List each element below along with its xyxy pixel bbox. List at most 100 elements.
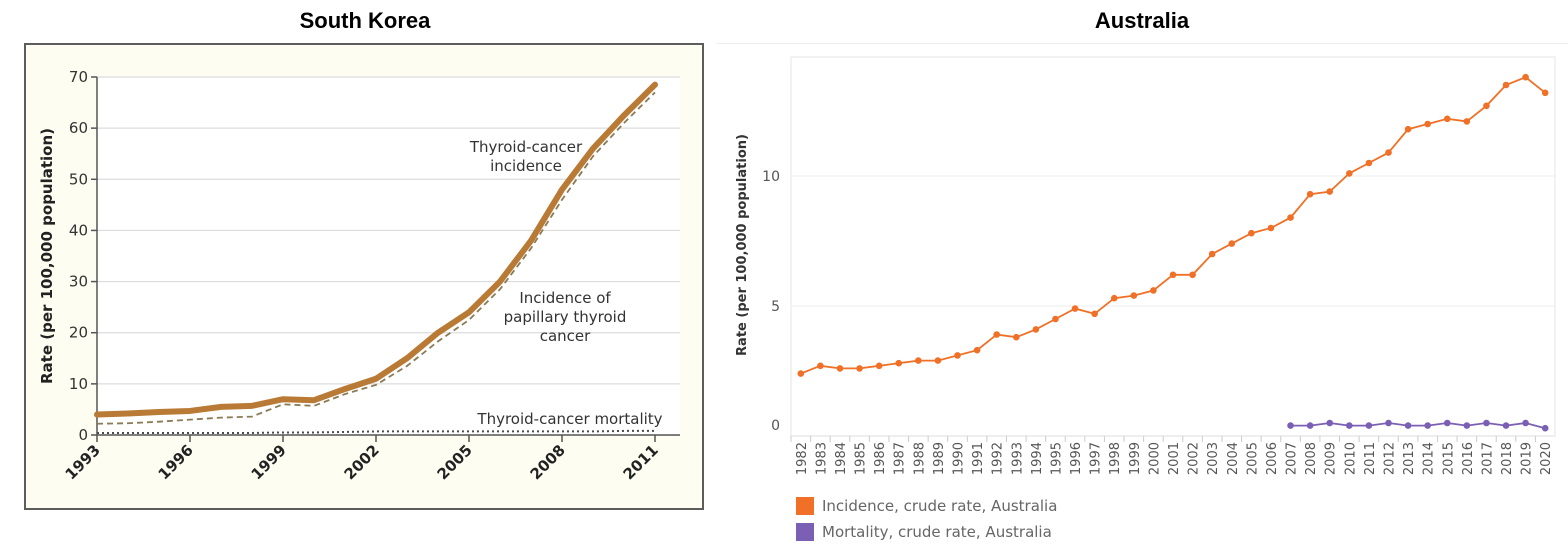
au-incidence-point <box>1189 271 1196 279</box>
sk-y-tick-label: 60 <box>69 119 88 137</box>
sk-annotation-label: Thyroid-cancer <box>469 138 583 156</box>
australia-header-divider <box>716 43 1568 44</box>
south-korea-title: South Korea <box>299 8 431 33</box>
au-y-tick-label: 0 <box>771 418 780 434</box>
sk-x-tick-label: 2011 <box>620 441 662 483</box>
au-x-tick-label: 2019 <box>1520 442 1535 475</box>
legend-label-mortality: Mortality, crude rate, Australia <box>822 523 1052 541</box>
au-incidence-point <box>973 346 981 354</box>
au-incidence-point <box>1052 315 1059 323</box>
au-mortality-point <box>1365 422 1373 429</box>
sk-x-tick-label: 1999 <box>248 441 290 483</box>
au-incidence-point <box>1346 170 1353 177</box>
legend-item-mortality[interactable]: Mortality, crude rate, Australia <box>796 523 1052 541</box>
au-x-tick-label: 2014 <box>1422 442 1437 475</box>
au-mortality-point <box>1346 422 1353 429</box>
au-mortality-point <box>1541 424 1549 432</box>
au-incidence-point <box>934 357 942 364</box>
au-x-tick-label: 2003 <box>1206 442 1221 475</box>
au-x-tick-label: 1997 <box>1089 442 1104 475</box>
sk-y-tick-label: 40 <box>69 221 88 239</box>
au-plot-area <box>790 56 1556 437</box>
au-x-tick-label: 1991 <box>971 442 986 475</box>
sk-annotation-label: cancer <box>540 327 591 345</box>
sk-x-tick-label: 1993 <box>62 441 104 483</box>
legend-swatch-incidence <box>796 497 814 515</box>
au-incidence-point <box>1071 305 1079 312</box>
sk-annotation-label: Incidence of <box>519 289 611 307</box>
au-x-tick-label: 2006 <box>1265 442 1280 475</box>
au-incidence-point <box>1032 326 1040 333</box>
au-mortality-point <box>1404 422 1412 429</box>
au-x-tick-label: 1983 <box>814 442 829 475</box>
sk-y-tick-label: 0 <box>78 426 88 444</box>
au-incidence-point <box>1287 214 1294 221</box>
au-x-tick-label: 2005 <box>1245 442 1260 475</box>
au-x-tick-label: 2012 <box>1382 442 1397 475</box>
au-x-tick-label: 1995 <box>1049 442 1064 475</box>
au-mortality-point <box>1306 422 1314 429</box>
sk-y-axis-label: Rate (per 100,000 population) <box>38 128 56 384</box>
au-x-tick-label: 2000 <box>1147 442 1162 475</box>
au-incidence-point <box>915 357 922 364</box>
au-incidence-point <box>1012 333 1020 341</box>
au-x-tick-label: 2009 <box>1324 442 1339 475</box>
au-x-tick-label: 2002 <box>1187 442 1202 475</box>
au-mortality-point <box>1385 419 1392 427</box>
au-incidence-point <box>1130 292 1138 299</box>
au-incidence-point <box>993 331 1000 338</box>
au-incidence-point <box>1522 73 1529 81</box>
au-x-tick-label: 1990 <box>952 442 967 475</box>
au-y-axis-label: Rate (per 100,000 population) <box>735 134 750 356</box>
australia-title: Australia <box>1094 8 1190 33</box>
au-incidence-point <box>895 359 903 367</box>
sk-y-tick-label: 10 <box>69 375 88 393</box>
legend-swatch-mortality <box>796 523 814 541</box>
au-incidence-point <box>1483 102 1490 110</box>
sk-annotation-label: papillary thyroid <box>504 308 627 326</box>
sk-series-mortality-line <box>97 429 655 434</box>
au-x-tick-label: 1985 <box>854 442 869 475</box>
au-y-tick-label: 5 <box>771 299 780 315</box>
au-x-tick-label: 2018 <box>1500 442 1515 475</box>
au-incidence-point <box>875 362 883 370</box>
au-mortality-point <box>1326 419 1334 427</box>
au-incidence-point <box>1502 81 1510 89</box>
au-x-tick-label: 2008 <box>1304 442 1319 475</box>
au-incidence-point <box>1110 294 1118 302</box>
au-incidence-point <box>1306 190 1314 198</box>
au-mortality-point <box>1287 422 1294 429</box>
au-mortality-point <box>1522 419 1529 427</box>
sk-series-incidence-line <box>94 81 658 418</box>
au-x-tick-label: 2015 <box>1441 442 1456 475</box>
sk-series-papillary-line <box>96 91 656 425</box>
au-mortality-point <box>1483 419 1490 427</box>
sk-y-tick-label: 70 <box>69 68 88 86</box>
au-incidence-point <box>954 352 961 359</box>
au-incidence-point <box>817 362 824 370</box>
au-incidence-point <box>836 365 844 372</box>
au-x-tick-label: 1999 <box>1128 442 1143 475</box>
sk-x-tick-label: 1996 <box>155 441 197 483</box>
legend-item-incidence[interactable]: Incidence, crude rate, Australia <box>796 497 1057 515</box>
au-x-tick-label: 1994 <box>1030 442 1045 475</box>
au-x-tick-label: 1984 <box>834 442 849 475</box>
legend-label-incidence: Incidence, crude rate, Australia <box>822 497 1058 515</box>
au-incidence-point <box>1385 149 1392 156</box>
au-x-tick-label: 1987 <box>893 442 908 475</box>
sk-y-tick-label: 30 <box>69 273 88 291</box>
au-incidence-point <box>1208 250 1216 258</box>
au-x-tick-label: 1992 <box>991 442 1006 475</box>
au-y-tick-label: 10 <box>762 169 780 185</box>
sk-y-tick-label: 20 <box>69 324 88 342</box>
sk-y-tick-label: 50 <box>69 170 88 188</box>
au-mortality-point <box>1463 422 1471 429</box>
au-x-tick-label: 1989 <box>932 442 947 475</box>
au-x-tick-label: 1993 <box>1010 442 1025 475</box>
au-mortality-point <box>1502 422 1510 429</box>
au-x-tick-label: 2001 <box>1167 442 1182 475</box>
au-x-tick-label: 2013 <box>1402 442 1417 475</box>
sk-x-tick-label: 2002 <box>341 441 383 483</box>
au-incidence-point <box>1424 120 1431 128</box>
au-incidence-point <box>1326 188 1334 195</box>
